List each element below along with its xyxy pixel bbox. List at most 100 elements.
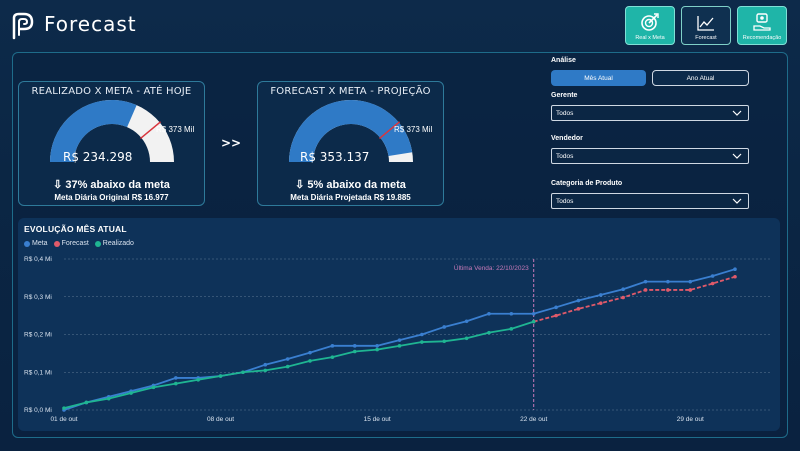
- data-point-forecast: [554, 313, 558, 318]
- data-point-meta: [509, 311, 514, 316]
- hand-money-icon: [753, 13, 771, 31]
- nav-label: Real x Meta: [635, 35, 665, 41]
- gauge-fill: [50, 100, 137, 162]
- data-point-realizado: [218, 374, 223, 378]
- data-point-realizado: [285, 364, 290, 369]
- chevron-down-icon: [732, 110, 742, 116]
- analysis-label: Análise: [551, 57, 576, 64]
- data-point-meta: [285, 357, 290, 361]
- gauge-value: R$ 353.137: [300, 150, 370, 164]
- data-point-meta: [397, 338, 402, 342]
- data-point-meta: [643, 279, 648, 284]
- y-tick-label: R$ 0,4 Mi: [24, 256, 52, 263]
- vendedor-select[interactable]: Todos: [551, 148, 749, 164]
- data-point-realizado: [420, 340, 424, 344]
- x-tick-label: 01 de out: [50, 416, 77, 423]
- data-point-realizado: [106, 396, 111, 401]
- chevron-down-icon: [732, 198, 742, 204]
- data-point-meta: [599, 293, 603, 297]
- data-point-meta: [710, 274, 715, 278]
- gauge-chart: [50, 100, 174, 162]
- data-point-meta: [576, 298, 581, 303]
- chart-legend: Meta Forecast Realizado: [24, 240, 134, 247]
- nav-label: Forecast: [695, 35, 717, 41]
- data-point-realizado: [196, 378, 200, 382]
- gauge-daily-goal: Meta Diária Projetada R$ 19.885: [290, 193, 411, 202]
- chart-title: EVOLUÇÃO MÊS ATUAL: [24, 224, 127, 234]
- legend-item-meta: Meta: [24, 240, 48, 247]
- data-point-realizado: [487, 330, 491, 335]
- data-point-meta: [442, 325, 447, 329]
- data-point-meta: [733, 267, 737, 271]
- page-title: Forecast: [44, 12, 137, 36]
- brand-logo-icon: [12, 12, 34, 40]
- series-line-realizado: [63, 320, 534, 409]
- nav-forecast-button[interactable]: Forecast: [681, 6, 731, 45]
- gauge-title: REALIZADO X META - ATÉ HOJE: [31, 86, 192, 97]
- data-point-realizado: [308, 359, 312, 363]
- evolution-chart-card: [18, 218, 780, 431]
- data-point-meta: [420, 332, 424, 337]
- nav-real-x-meta-button[interactable]: Real x Meta: [625, 6, 675, 45]
- data-point-forecast: [688, 288, 693, 292]
- target-icon: [641, 13, 659, 31]
- data-point-forecast: [576, 307, 581, 311]
- gerente-value: Todos: [556, 109, 574, 117]
- data-point-realizado: [263, 368, 268, 373]
- categoria-label: Categoria de Produto: [551, 180, 623, 187]
- gauge-daily-goal: Meta Diária Original R$ 16.977: [54, 193, 169, 202]
- data-point-meta: [554, 305, 558, 310]
- legend-item-forecast: Forecast: [53, 240, 89, 247]
- line-chart-icon: [697, 16, 714, 31]
- y-tick-label: R$ 0,0 Mi: [24, 407, 52, 414]
- data-point-meta: [531, 311, 536, 316]
- data-point-forecast: [710, 281, 715, 286]
- gauge-target-marker: [379, 121, 401, 139]
- nav-label: Recomendação: [742, 35, 782, 41]
- gauge-target-label: R$ 373 Mil: [156, 125, 195, 134]
- categoria-select[interactable]: Todos: [551, 193, 749, 209]
- gauge-card-realizado: REALIZADO X META - ATÉ HOJE R$ 234.298 R…: [18, 81, 205, 206]
- period-mes-atual-button[interactable]: Mês Atual: [551, 70, 646, 86]
- data-point-meta: [330, 344, 335, 348]
- data-point-meta: [487, 311, 491, 316]
- data-point-meta: [174, 376, 178, 380]
- data-point-realizado: [151, 385, 156, 390]
- legend-label: Realizado: [102, 240, 134, 247]
- filters-panel: Análise Mês Atual Ano Atual Gerente Todo…: [551, 57, 749, 209]
- gauge-chart: [289, 100, 413, 162]
- period-ano-atual-button[interactable]: Ano Atual: [652, 70, 749, 86]
- last-sale-label: Última Venda: 22/10/2023: [454, 263, 529, 272]
- legend-dot: [24, 240, 30, 247]
- data-point-meta: [666, 279, 670, 284]
- data-point-forecast: [621, 295, 625, 300]
- series-line-forecast: [533, 275, 736, 323]
- y-tick-label: R$ 0,1 Mi: [24, 369, 52, 376]
- data-point-realizado: [509, 327, 514, 331]
- gerente-select[interactable]: Todos: [551, 105, 749, 121]
- data-point-realizado: [531, 319, 536, 324]
- gauge-target-marker: [140, 121, 162, 139]
- chevron-down-icon: [732, 153, 742, 159]
- data-point-realizado: [442, 339, 447, 344]
- data-point-realizado: [129, 391, 133, 395]
- data-point-meta: [621, 287, 625, 292]
- data-point-realizado: [241, 370, 245, 375]
- data-point-meta: [464, 319, 469, 324]
- legend-dot: [94, 240, 101, 247]
- nav-recomendacao-button[interactable]: Recomendação: [737, 6, 787, 45]
- legend-dot: [53, 240, 60, 247]
- legend-item-realizado: Realizado: [94, 240, 134, 247]
- vendedor-value: Todos: [556, 152, 574, 160]
- data-point-realizado: [330, 355, 335, 359]
- data-point-forecast: [733, 274, 737, 279]
- data-point-realizado: [375, 347, 379, 352]
- period-toggle: Mês Atual Ano Atual: [551, 70, 749, 86]
- data-point-realizado: [352, 349, 357, 354]
- data-point-meta: [263, 362, 268, 367]
- data-point-forecast: [599, 301, 603, 305]
- gauge-status: ⇩ 5% abaixo da meta: [295, 179, 406, 191]
- x-tick-label: 08 de out: [207, 416, 234, 423]
- legend-label: Forecast: [61, 240, 89, 247]
